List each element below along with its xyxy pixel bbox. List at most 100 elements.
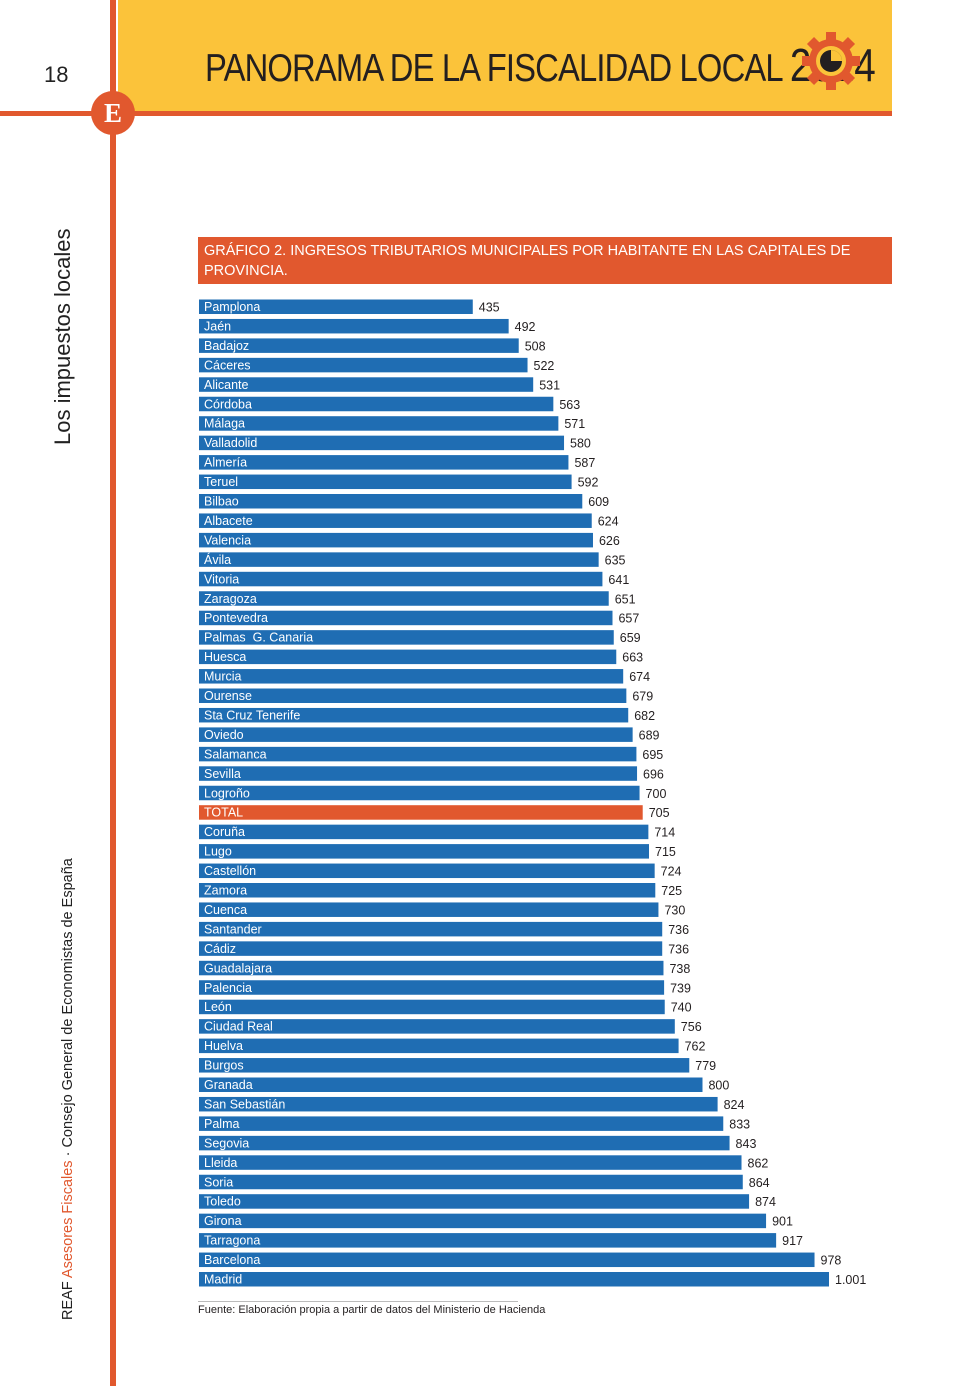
- value-label: 679: [632, 690, 653, 704]
- category-label: Logroño: [204, 786, 250, 800]
- bar: [199, 1096, 718, 1112]
- category-label: Palencia: [204, 981, 252, 995]
- chart-title-line-2: 2023. Euros: [204, 283, 283, 299]
- value-label: 700: [646, 787, 667, 801]
- value-label: 626: [599, 534, 620, 548]
- category-label: Alicante: [204, 378, 249, 392]
- bar: [199, 688, 627, 703]
- bar: [199, 513, 592, 528]
- bar: [199, 1252, 815, 1268]
- category-label: Palma: [204, 1117, 239, 1131]
- value-label: 592: [578, 476, 599, 490]
- category-label: Zamora: [204, 884, 247, 898]
- bar: [199, 1155, 742, 1170]
- value-label: 730: [664, 903, 685, 917]
- category-label: Soria: [204, 1175, 233, 1189]
- category-label: Toledo: [204, 1195, 241, 1209]
- category-label: Ourense: [204, 689, 252, 703]
- category-label: Cuenca: [204, 903, 247, 917]
- bar: [199, 746, 637, 762]
- category-label: Sta Cruz Tenerife: [204, 708, 300, 722]
- value-label: 762: [685, 1040, 706, 1054]
- value-label: 800: [708, 1079, 729, 1093]
- bar: [199, 824, 649, 840]
- bar: [199, 396, 554, 412]
- value-label: 435: [479, 301, 500, 315]
- bar: [199, 727, 633, 742]
- value-label: 657: [618, 612, 639, 626]
- value-label: 508: [525, 339, 546, 353]
- bar: [199, 902, 659, 917]
- bar: [199, 1077, 703, 1092]
- value-label: 674: [629, 670, 650, 684]
- value-label: 705: [649, 806, 670, 820]
- gear-logo-icon: [802, 32, 860, 90]
- category-label: Barcelona: [204, 1253, 260, 1267]
- category-label: Madrid: [204, 1273, 242, 1287]
- bar: [199, 960, 664, 976]
- bar: [199, 1135, 730, 1151]
- value-label: 580: [570, 437, 591, 451]
- value-label: 736: [668, 942, 689, 956]
- value-label: 659: [620, 631, 641, 645]
- bar: [199, 1019, 675, 1034]
- category-label: Valladolid: [204, 436, 257, 450]
- value-label: 843: [736, 1137, 757, 1151]
- bar: [199, 980, 665, 995]
- value-label: 862: [748, 1156, 769, 1170]
- category-label: León: [204, 1000, 232, 1014]
- category-label: Coruña: [204, 825, 245, 839]
- category-label: Badajoz: [204, 339, 249, 353]
- value-label: 531: [539, 378, 560, 392]
- bar: [199, 844, 649, 859]
- value-label: 736: [668, 923, 689, 937]
- header-band: [118, 0, 892, 113]
- bar: [199, 1272, 829, 1287]
- value-label: 833: [729, 1117, 750, 1131]
- margin-rule: [110, 0, 116, 1386]
- bar: [199, 649, 617, 665]
- value-label: 874: [755, 1195, 776, 1209]
- category-label: Ciudad Real: [204, 1020, 273, 1034]
- chart-title-line-1: GRÁFICO 2. INGRESOS TRIBUTARIOS MUNICIPA…: [204, 243, 851, 279]
- bar: [199, 1116, 724, 1131]
- value-label: 689: [639, 728, 660, 742]
- value-label: 978: [821, 1254, 842, 1268]
- category-label: Pamplona: [204, 300, 260, 314]
- category-label: Guadalajara: [204, 961, 272, 975]
- logo-letter: E: [104, 98, 122, 128]
- source-rule: [198, 1301, 518, 1302]
- bar: [199, 941, 663, 956]
- category-label: Granada: [204, 1078, 253, 1092]
- category-label: Cádiz: [204, 942, 236, 956]
- category-label: Valencia: [204, 533, 251, 547]
- bar: [199, 1058, 690, 1073]
- category-label: Ávila: [204, 552, 231, 567]
- category-label: Pontevedra: [204, 611, 268, 625]
- bar: [199, 532, 593, 548]
- bar: [199, 591, 609, 606]
- category-label: Murcia: [204, 670, 242, 684]
- value-label: 635: [605, 553, 626, 567]
- bar: [199, 921, 663, 937]
- bar: [199, 357, 528, 373]
- bar: [199, 299, 473, 314]
- value-label: 663: [622, 651, 643, 665]
- category-label: Vitoria: [204, 572, 239, 586]
- value-label: 739: [670, 981, 691, 995]
- category-label: Tarragona: [204, 1234, 260, 1248]
- category-label: Castellón: [204, 864, 256, 878]
- bar: [199, 1213, 767, 1229]
- bar: [199, 377, 534, 392]
- bar: [199, 1233, 777, 1248]
- value-label: 641: [608, 573, 629, 587]
- value-label: 651: [615, 592, 636, 606]
- value-label: 682: [634, 709, 655, 723]
- value-label: 756: [681, 1020, 702, 1034]
- bar: [199, 999, 665, 1015]
- category-label: San Sebastián: [204, 1097, 285, 1111]
- page-number: 18: [44, 62, 69, 87]
- bar: [199, 338, 519, 353]
- economistas-logo-icon: E: [91, 91, 135, 135]
- category-label: Segovia: [204, 1136, 249, 1150]
